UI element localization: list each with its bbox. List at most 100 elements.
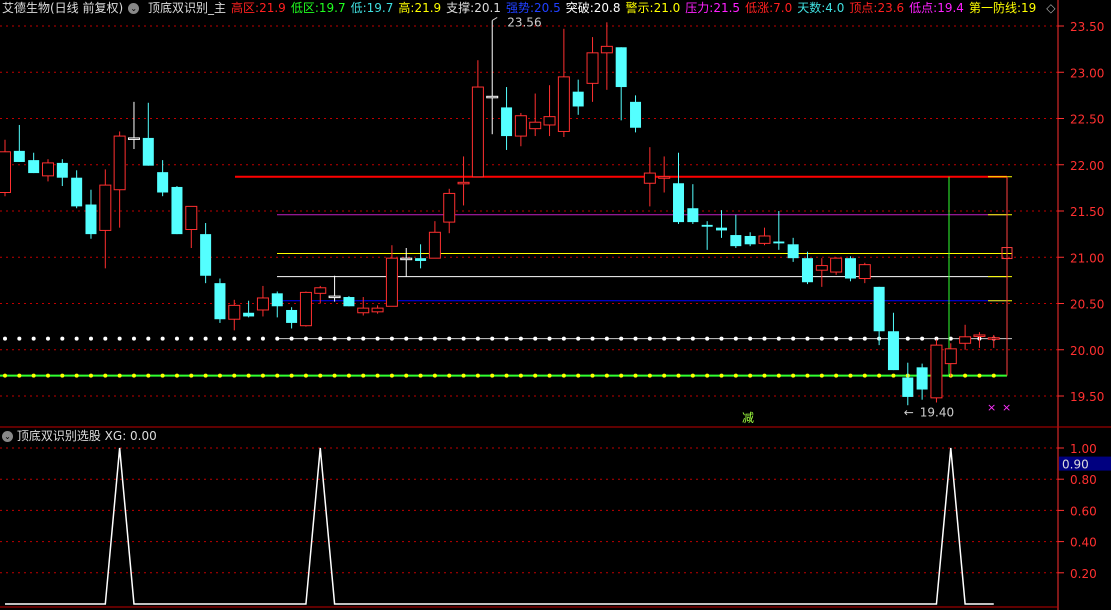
candle-body	[873, 286, 885, 332]
support-dot	[260, 336, 265, 341]
sub-axis-label: 0.40	[1070, 536, 1097, 550]
candle-body	[916, 367, 928, 390]
candle-body	[557, 76, 570, 132]
low-zone-dot	[891, 373, 896, 378]
support-dot	[246, 336, 251, 341]
support-dot	[604, 336, 609, 341]
header-item-label: 强势	[505, 1, 530, 15]
header-item-value: 20.1	[474, 1, 501, 15]
candle-body	[328, 295, 341, 299]
low-zone-dot	[619, 373, 624, 378]
header-item-value: 21.5	[713, 1, 741, 15]
support-dot	[504, 336, 509, 341]
support-dot	[289, 336, 294, 341]
support-dot	[103, 336, 108, 341]
support-dot	[576, 336, 581, 341]
header-item-label: 第一防线	[968, 1, 1017, 15]
low-zone-dot	[805, 373, 810, 378]
candle-body	[271, 293, 283, 307]
low-zone-dot	[819, 373, 824, 378]
header-item-value: 19.7	[366, 1, 394, 15]
candle-body	[673, 183, 685, 223]
low-zone-dot	[604, 373, 609, 378]
low-zone-dot	[88, 373, 93, 378]
candle-body	[844, 258, 856, 279]
candle-body	[501, 107, 513, 137]
low-zone-dot	[547, 373, 552, 378]
low-zone-dot	[404, 373, 409, 378]
header-item-value: 19	[1021, 1, 1037, 15]
candle-body	[471, 86, 484, 178]
header-item-label: 低区	[290, 1, 315, 15]
candle-body	[13, 150, 25, 162]
header-item-value: 21.9	[414, 1, 442, 15]
axis-label: 23.00	[1070, 66, 1104, 80]
candle-body	[902, 377, 914, 397]
low-zone-dot	[461, 373, 466, 378]
candle-body	[716, 227, 727, 231]
arrow-left-icon: ←	[904, 405, 914, 419]
header-item-value: 20.5	[534, 1, 561, 15]
support-dot	[389, 336, 394, 341]
header-item-12: 低点:19.4	[909, 1, 964, 15]
support-dot	[748, 336, 753, 341]
low-zone-dot	[418, 373, 423, 378]
header-item-6: 突破:20.8	[565, 1, 621, 15]
header-item-value: 4.0	[825, 1, 845, 15]
support-dot	[475, 336, 480, 341]
candle-body	[830, 257, 843, 273]
low-zone-dot	[977, 373, 982, 378]
low-zone-dot	[303, 373, 308, 378]
header-item-10: 天数:4.0	[797, 1, 845, 15]
support-dot	[74, 336, 79, 341]
sub-axis-label: 1.00	[1070, 442, 1097, 456]
low-zone-dot	[748, 373, 753, 378]
candle-body	[701, 224, 713, 227]
header-item-label: 天数	[797, 1, 822, 15]
candle-body	[600, 45, 613, 54]
support-dot	[318, 336, 323, 341]
candle-body	[630, 101, 642, 128]
sub-indicator-name[interactable]: 顶底双识别选股	[16, 429, 101, 443]
low-zone-dot	[189, 373, 194, 378]
current-value-label: 0.90	[1062, 458, 1089, 472]
low-zone-dot	[103, 373, 108, 378]
indicator-name[interactable]: 顶底双识别_主	[148, 1, 227, 15]
candle-body	[157, 172, 169, 193]
sub-axis-label: 0.60	[1070, 504, 1097, 518]
low-zone-dot	[848, 373, 853, 378]
support-dot	[518, 336, 523, 341]
support-dot	[733, 336, 738, 341]
support-dot	[418, 336, 423, 341]
chevron-down-icon[interactable]: ⌄	[128, 3, 140, 14]
diamond-icon[interactable]: ◇	[1046, 1, 1056, 15]
candle-body	[299, 291, 312, 327]
support-dot	[647, 336, 652, 341]
candle-body	[71, 177, 83, 207]
candle-body	[400, 257, 413, 261]
support-dot	[160, 336, 165, 341]
candle-body	[142, 137, 154, 166]
low-zone-dot	[332, 373, 337, 378]
header-item-11: 顶点:23.6	[849, 1, 905, 15]
support-dot	[332, 336, 337, 341]
candle-body	[343, 297, 355, 307]
candle-body	[85, 204, 97, 235]
candle-body	[314, 287, 327, 294]
chevron-down-icon[interactable]: ⌄	[2, 431, 13, 442]
support-dot	[834, 336, 839, 341]
support-dot	[547, 336, 552, 341]
axis-label: 22.50	[1070, 113, 1104, 127]
candle-body	[615, 47, 627, 88]
cross-mark-icon: ×	[987, 401, 996, 414]
candle-body	[643, 172, 656, 184]
axis-label: 20.00	[1070, 344, 1104, 358]
candle-body	[428, 231, 441, 259]
stock-title: 艾德生物(日线 前复权)	[2, 1, 124, 15]
signal-label: 减	[742, 411, 754, 425]
axis-label: 21.50	[1070, 205, 1104, 219]
low-zone-dot	[834, 373, 839, 378]
support-dot	[561, 336, 566, 341]
low-zone-dot	[174, 373, 179, 378]
